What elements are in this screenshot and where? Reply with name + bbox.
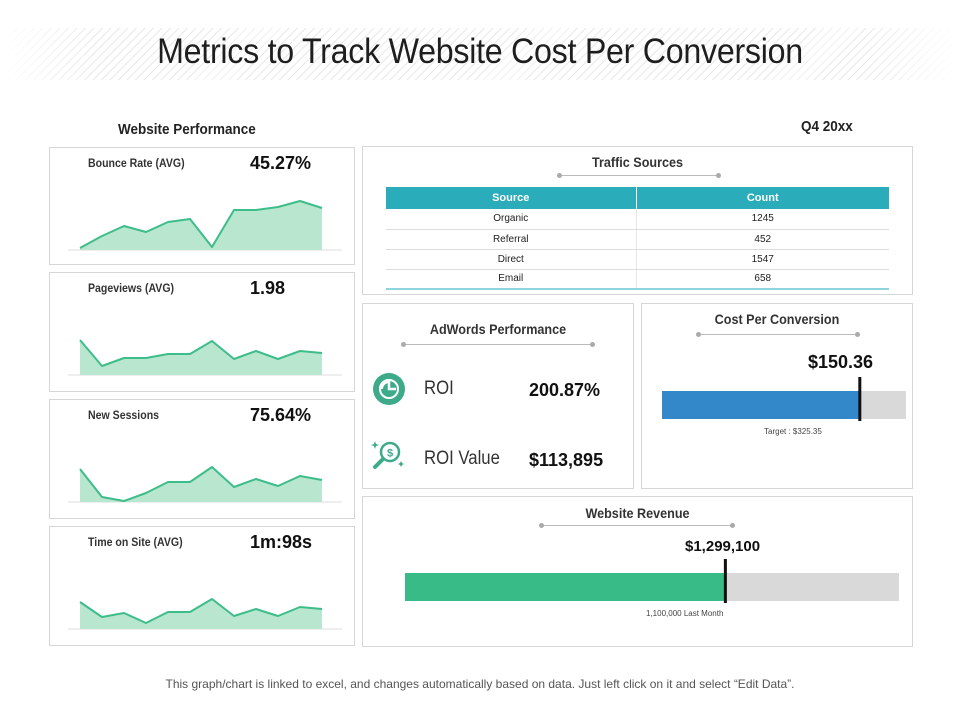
- column-header-source: Source: [386, 187, 636, 209]
- metric-value: 45.27%: [250, 153, 312, 173]
- metric-card-pageviews: Pageviews (AVG) 1.98: [49, 272, 355, 392]
- pageviews-sparkline: [68, 339, 342, 376]
- dollar-magnifier-icon: $: [371, 441, 404, 469]
- cost-per-conversion-value: $150.36: [808, 352, 874, 372]
- title-divider: [401, 342, 595, 347]
- sparkline-area: [80, 467, 322, 502]
- roi-value: 200.87%: [529, 380, 601, 400]
- adwords-title: AdWords Performance: [429, 321, 567, 337]
- new-sessions-sparkline: [68, 466, 342, 503]
- sparkline-line: [79, 200, 323, 249]
- metric-label: New Sessions: [88, 408, 160, 422]
- cost-per-conversion-bar-chart: [662, 377, 906, 421]
- svg-text:$: $: [387, 448, 393, 460]
- metric-card-time-on-site: Time on Site (AVG) 1m:98s: [49, 526, 355, 646]
- traffic-sources-table: Source Count Organic 1245 Referral 452 D…: [386, 187, 889, 290]
- sparkline-area: [80, 201, 322, 250]
- bar-value: [405, 573, 726, 601]
- footnote: This graph/chart is linked to excel, and…: [165, 677, 795, 691]
- title-band: [0, 28, 960, 80]
- roi-value-amount: $113,895: [529, 450, 604, 470]
- roi-value-label: ROI Value: [424, 448, 500, 469]
- website-revenue-value: $1,299,100: [685, 538, 761, 555]
- table-cell-count: 658: [635, 269, 889, 290]
- website-revenue-bar-chart: [405, 559, 899, 603]
- sparkline-area: [80, 340, 322, 375]
- metric-card-bounce-rate: Bounce Rate (AVG) 45.27%: [49, 147, 355, 265]
- adwords-performance-panel: AdWords Performance ROI 200.87% $ ROI Va…: [362, 303, 634, 489]
- bar-marker: [723, 559, 727, 603]
- metric-value: 1.98: [250, 278, 286, 298]
- cost-per-conversion-panel: Cost Per Conversion $150.36 Target : $32…: [641, 303, 913, 489]
- title-divider: [696, 332, 860, 337]
- table-row: Direct 1547: [386, 249, 889, 270]
- revenue-note: 1,100,000 Last Month: [646, 609, 724, 618]
- sparkline-line: [79, 598, 323, 624]
- title-divider: [539, 523, 735, 528]
- metric-value: 1m:98s: [250, 532, 313, 552]
- bar-value: [662, 391, 861, 419]
- metric-label: Pageviews (AVG): [88, 281, 175, 295]
- traffic-sources-title: Traffic Sources: [591, 154, 684, 170]
- period-label: Q4 20xx: [801, 118, 853, 135]
- title-divider: [557, 173, 721, 178]
- metric-label: Time on Site (AVG): [88, 535, 183, 549]
- table-cell-source: Direct: [386, 249, 636, 270]
- time-on-site-sparkline: [68, 598, 342, 630]
- bar-marker: [858, 377, 862, 421]
- bounce-rate-sparkline: [68, 200, 342, 251]
- table-cell-source: Referral: [386, 229, 636, 250]
- target-label: Target : $325.35: [764, 427, 822, 436]
- sparkline-line: [79, 466, 323, 502]
- metric-card-new-sessions: New Sessions 75.64%: [49, 399, 355, 519]
- sparkline-line: [79, 339, 323, 367]
- roi-label: ROI: [424, 378, 454, 399]
- cost-per-conversion-title: Cost Per Conversion: [714, 311, 840, 327]
- table-row: Referral 452: [386, 229, 889, 250]
- table-cell-count: 452: [635, 229, 889, 250]
- table-cell-count: 1245: [635, 209, 889, 230]
- table-cell-source: Organic: [386, 209, 636, 230]
- table-row: Email 658: [386, 269, 889, 290]
- table-row: Organic 1245: [386, 209, 889, 230]
- page-title: Metrics to Track Website Cost Per Conver…: [157, 32, 803, 71]
- website-revenue-title: Website Revenue: [585, 505, 690, 521]
- website-revenue-panel: Website Revenue $1,299,100 1,100,000 Las…: [362, 496, 913, 647]
- metric-label: Bounce Rate (AVG): [88, 156, 185, 170]
- table-cell-source: Email: [386, 269, 636, 290]
- metric-value: 75.64%: [250, 405, 312, 425]
- roi-icon: [373, 373, 405, 405]
- table-cell-count: 1547: [635, 249, 889, 270]
- website-performance-heading: Website Performance: [118, 121, 256, 138]
- traffic-sources-panel: Traffic Sources Source Count Organic 124…: [362, 146, 913, 295]
- column-header-count: Count: [635, 187, 889, 209]
